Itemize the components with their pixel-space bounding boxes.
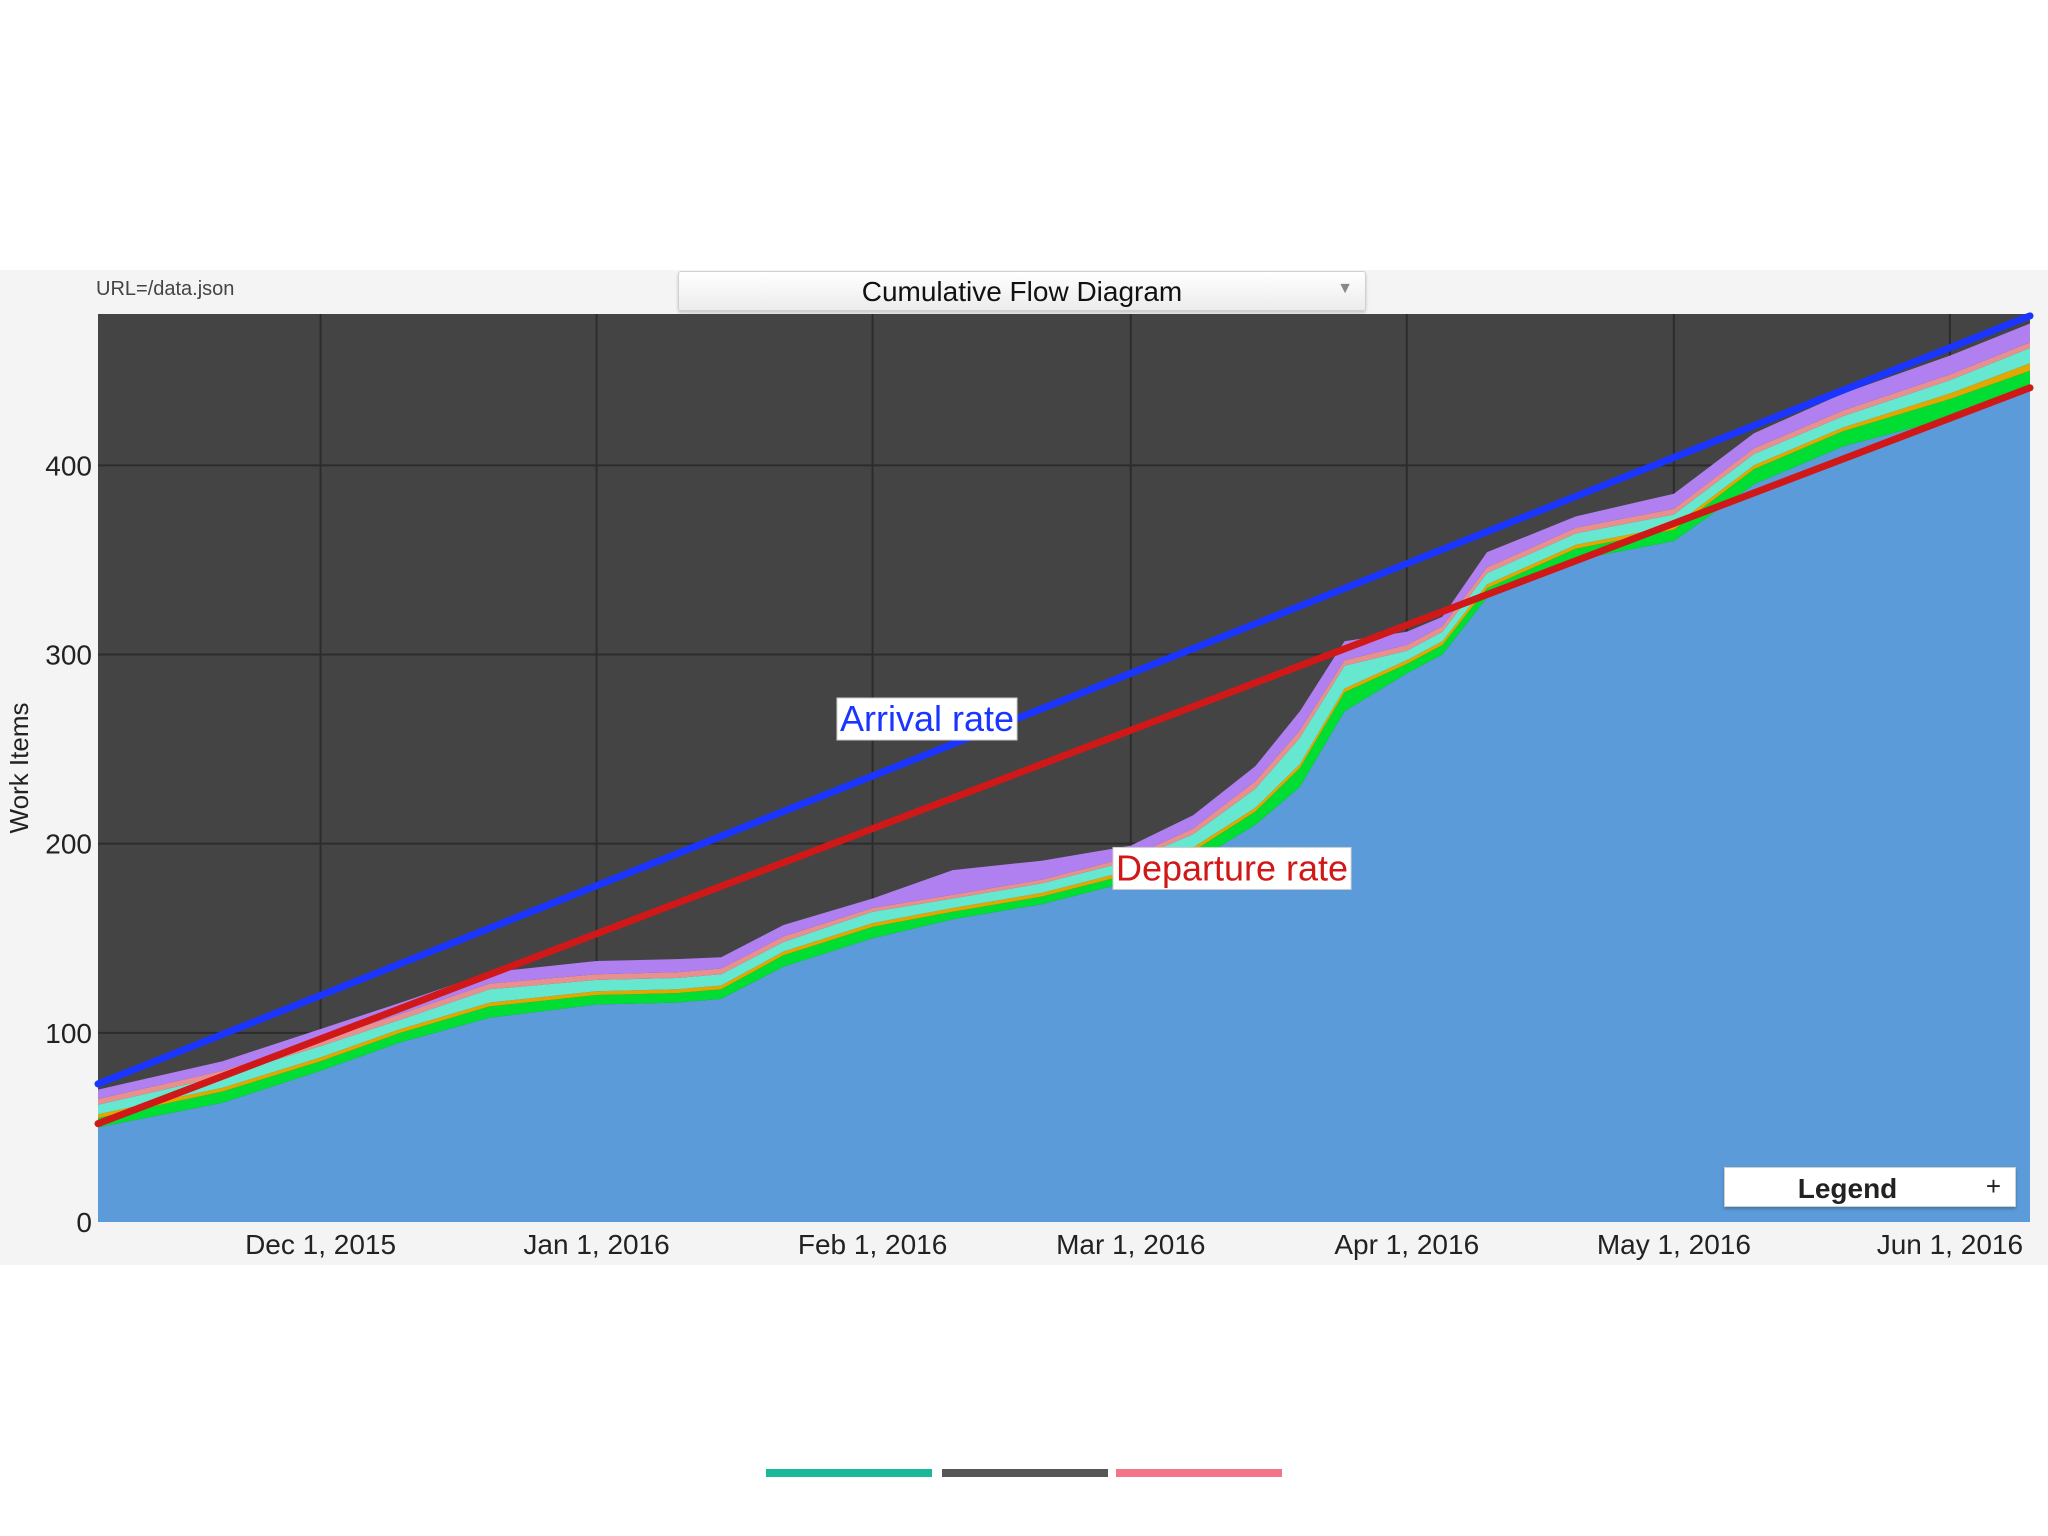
y-tick-label: 300: [45, 640, 92, 671]
x-tick-label: Apr 1, 2016: [1334, 1229, 1479, 1260]
legend-toggle-button[interactable]: Legend +: [1724, 1167, 2016, 1207]
cfd-band-5: [98, 323, 2030, 1099]
annotation-box: [836, 697, 1018, 741]
arrival-rate-annotation: Arrival rate: [836, 697, 1018, 741]
annotation-text: Departure rate: [1116, 847, 1348, 888]
departure-rate-line: [94, 384, 2034, 1128]
annotation-box: [1112, 846, 1352, 890]
url-label: URL=/data.json: [96, 278, 235, 300]
x-tick-label: Feb 1, 2016: [798, 1229, 947, 1260]
departure-rate-annotation: Departure rate: [1112, 846, 1352, 890]
y-tick-label: 400: [45, 450, 92, 481]
arrival-rate-line: [94, 312, 2034, 1088]
x-tick-label: Dec 1, 2015: [245, 1229, 396, 1260]
x-tick-label: Mar 1, 2016: [1056, 1229, 1205, 1260]
slide-indicator-gray: [942, 1469, 1108, 1477]
cfd-band-0: [98, 389, 2030, 1222]
plus-icon: +: [1985, 1171, 2001, 1201]
y-axis-label: Work Items: [4, 703, 34, 834]
y-tick-label: 200: [45, 829, 92, 860]
slide-indicator-teal: [766, 1469, 932, 1477]
slide-indicator-pink: [1116, 1469, 1282, 1477]
diagram-type-select-value: Cumulative Flow Diagram: [861, 276, 1183, 307]
y-tick-label: 100: [45, 1018, 92, 1049]
cfd-band-4: [98, 342, 2030, 1105]
cfd-band-3: [98, 348, 2030, 1115]
x-tick-label: Jan 1, 2016: [523, 1229, 669, 1260]
x-tick-label: Jun 1, 2016: [1877, 1229, 2023, 1260]
y-tick-label: 0: [76, 1207, 92, 1238]
cfd-band-1: [98, 370, 2030, 1128]
legend-button-label: Legend: [1797, 1173, 1898, 1204]
chevron-down-icon: ▼: [1337, 280, 1353, 297]
x-tick-label: May 1, 2016: [1597, 1229, 1751, 1260]
diagram-type-select[interactable]: Cumulative Flow Diagram ▼: [678, 271, 1366, 311]
annotation-text: Arrival rate: [840, 698, 1014, 739]
